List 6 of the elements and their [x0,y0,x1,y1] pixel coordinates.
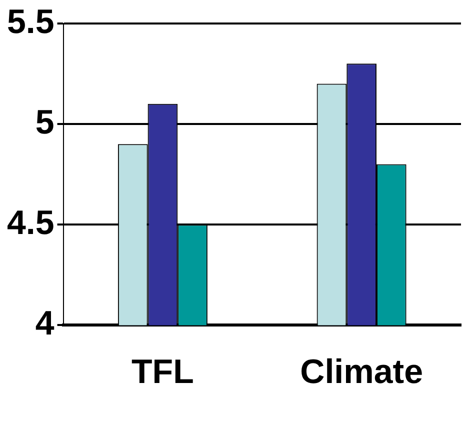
y-tick-label: 5.5 [7,2,54,41]
x-tick-label: Climate [300,352,423,391]
y-tick-label: 5 [35,103,54,142]
y-tick-label: 4 [35,304,54,343]
x-tick-label: TFL [132,352,194,391]
y-tick-label: 4.5 [7,204,54,242]
